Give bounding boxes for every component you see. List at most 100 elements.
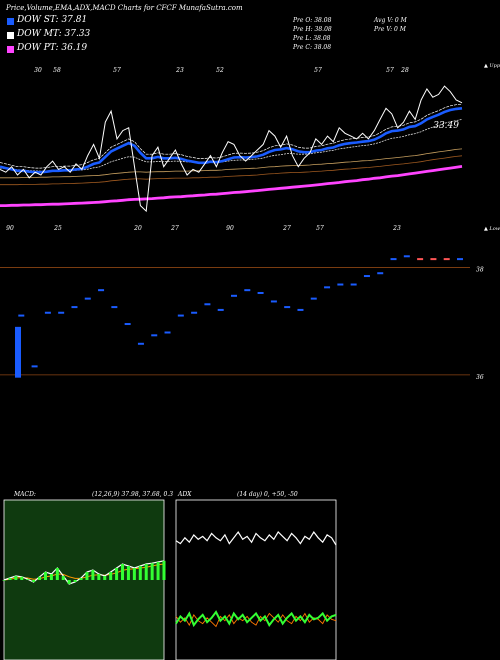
- macd-hist-bar: [8, 578, 12, 580]
- macd-panel: [3, 499, 165, 660]
- macd-hist-bar: [79, 578, 83, 580]
- price-marker: [84, 297, 91, 300]
- price-marker: [18, 314, 25, 317]
- macd-title: MACD:: [14, 491, 36, 498]
- price-marker: [177, 314, 184, 317]
- info-prev-vol: Pre V: 0 M: [374, 26, 406, 33]
- macd-line: [3, 560, 165, 585]
- price-marker: [98, 289, 105, 292]
- price-marker: [31, 365, 38, 368]
- macd-hist-bar: [156, 562, 160, 580]
- macd-hist-bar: [32, 580, 36, 582]
- price-marker: [363, 275, 370, 278]
- info-prev-low: Pre L: 38.08: [293, 35, 331, 42]
- price-marker: [337, 283, 344, 286]
- price-marker: [417, 258, 424, 261]
- bottom-date-label: 23: [392, 225, 401, 232]
- price-label-38: 38: [476, 267, 484, 274]
- legend-swatch-lt: [7, 46, 14, 53]
- price-label-36: 36: [476, 374, 484, 381]
- price-marker: [310, 297, 317, 300]
- bottom-date-label: 27: [282, 225, 291, 232]
- macd-hist-bar: [126, 566, 130, 580]
- price-marker: [111, 306, 118, 309]
- macd-hist-bar: [61, 576, 65, 580]
- macd-hist-bar: [55, 568, 59, 580]
- macd-hist-bar: [162, 560, 166, 580]
- last-price-label: 33.49: [433, 121, 459, 131]
- macd-hist-bar: [97, 574, 101, 580]
- top-date-label: 28: [400, 67, 409, 74]
- macd-signal-line: [3, 563, 165, 581]
- price-marker: [244, 289, 251, 292]
- price-marker: [151, 334, 158, 337]
- macd-hist-bar: [85, 572, 89, 580]
- macd-hist-bar: [91, 570, 95, 580]
- price-marker: [390, 258, 397, 261]
- price-marker: [297, 308, 304, 311]
- macd-hist-bar: [109, 572, 113, 580]
- chart-title: Price,Volume,EMA,ADX,MACD Charts for CFC…: [6, 4, 243, 12]
- dow-pt-line: [0, 165, 463, 207]
- price-line: [0, 85, 463, 213]
- price-marker: [191, 311, 198, 314]
- macd-hist-bar: [67, 580, 71, 584]
- legend-st: DOW ST: 37.81: [17, 15, 88, 25]
- macd-hist-bar: [49, 574, 53, 580]
- price-marker: [124, 323, 131, 326]
- top-date-label: 57: [314, 67, 322, 74]
- macd-hist-bar: [43, 572, 47, 580]
- info-prev-high: Pre H: 38.08: [293, 26, 332, 33]
- price-marker: [44, 311, 51, 314]
- macd-hist-bar: [20, 576, 24, 580]
- ema-mid-line: [0, 119, 463, 172]
- price-marker: [257, 291, 264, 294]
- price-marker: [350, 283, 357, 286]
- legend-swatch-st: [7, 18, 14, 25]
- info-prev-close: Pre C: 38.08: [293, 44, 332, 51]
- plus-di-line: [175, 610, 337, 628]
- macd-params: (12,26,9) 37.98, 37.68, 0.3: [92, 491, 174, 498]
- info-avg-vol: Avg V: 0 M: [374, 17, 407, 24]
- price-marker: [231, 294, 237, 297]
- ema-long-line: [0, 148, 463, 179]
- adx-params: (14 day) 0, +50, -50: [237, 491, 298, 498]
- minus-di-line: [175, 612, 337, 628]
- top-date-label: 23: [175, 67, 184, 74]
- legend-lt: DOW PT: 36.19: [17, 43, 88, 53]
- price-marker: [217, 308, 224, 311]
- bottom-date-label: 90: [6, 225, 14, 232]
- bottom-date-label: 20: [133, 225, 142, 232]
- macd-hist-bar: [144, 564, 148, 580]
- macd-hist-bar: [38, 576, 42, 580]
- top-date-label: 58: [53, 67, 61, 74]
- macd-hist-bar: [121, 564, 125, 580]
- price-marker: [284, 306, 291, 309]
- bottom-date-label: 27: [170, 225, 179, 232]
- top-date-label: 57: [113, 67, 121, 74]
- price-marker: [204, 303, 211, 306]
- price-marker: [137, 342, 144, 345]
- bottom-date-label: 57: [316, 225, 324, 232]
- bottom-date-label: 90: [226, 225, 234, 232]
- legend-mt: DOW MT: 37.33: [17, 29, 91, 39]
- upper-marker: ▲ Upper: [484, 63, 500, 69]
- macd-hist-bar: [103, 576, 107, 580]
- adx-line: [175, 530, 337, 546]
- lower-marker: ▲ Lower: [484, 226, 500, 232]
- macd-hist-bar: [150, 563, 154, 580]
- bottom-date-label: 25: [53, 225, 62, 232]
- info-prev-open: Pre O: 38.08: [293, 17, 332, 24]
- macd-hist-bar: [2, 580, 6, 581]
- price-marker: [443, 258, 450, 261]
- macd-hist-bar: [14, 576, 18, 580]
- price-marker: [377, 272, 384, 275]
- top-date-label: 30: [34, 67, 42, 74]
- macd-hist-bar: [115, 568, 119, 580]
- price-marker: [58, 311, 65, 314]
- top-date-label: 52: [216, 67, 224, 74]
- price-marker: [270, 300, 277, 303]
- adx-panel: [175, 499, 337, 660]
